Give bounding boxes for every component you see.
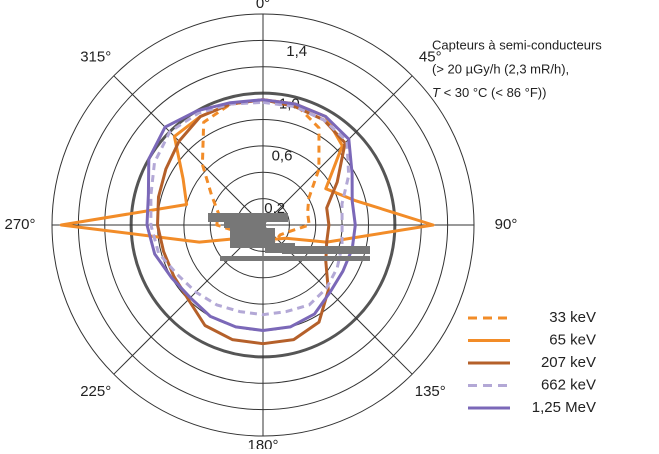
r-tick-label: 0,2 [264, 200, 285, 217]
legend-label: 33 keV [549, 309, 596, 326]
legend-label: 65 keV [549, 331, 596, 348]
annotation-italic: T [432, 85, 441, 100]
device-icon [208, 213, 370, 261]
angle-label: 90° [495, 216, 518, 233]
device-part [224, 222, 266, 228]
angle-label: 0° [256, 0, 270, 12]
legend-label: 1,25 MeV [532, 399, 596, 416]
series-line [156, 98, 347, 346]
angle-label: 180° [247, 437, 278, 449]
annotation: (> 20 µGy/h (2,3 mR/h), [432, 61, 569, 76]
angle-label: 270° [4, 216, 35, 233]
annotation: Capteurs à semi-conducteurs [432, 37, 602, 52]
device-part [220, 256, 370, 261]
device-part [282, 246, 370, 254]
angle-label: 225° [80, 383, 111, 400]
device-part [208, 213, 288, 222]
legend-label: 662 keV [541, 376, 596, 393]
r-tick-label: 1,4 [286, 43, 307, 60]
spoke [113, 75, 264, 226]
series-line [149, 100, 351, 317]
legend-label: 207 keV [541, 354, 596, 371]
angle-label: 135° [415, 383, 446, 400]
device-part [230, 228, 275, 248]
angle-label: 315° [80, 49, 111, 66]
spoke [262, 75, 413, 226]
device-part [265, 243, 295, 253]
series-line [145, 98, 357, 332]
angle-label: 45° [419, 49, 442, 66]
annotation: T < 30 °C (< 86 °F)) [432, 85, 546, 100]
annotation-text: < 30 °C (< 86 °F)) [440, 85, 547, 100]
r-tick-label: 0,6 [272, 148, 293, 165]
